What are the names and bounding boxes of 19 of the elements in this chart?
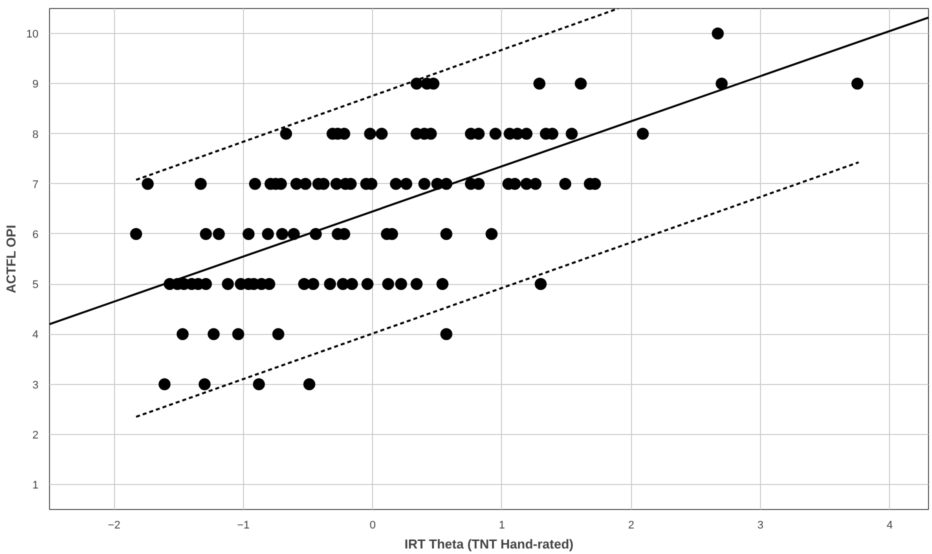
x-tick-label: −2 xyxy=(108,520,120,532)
y-tick-label: 3 xyxy=(32,379,39,392)
y-tick-label: 1 xyxy=(32,479,39,492)
x-tick-label: 3 xyxy=(757,520,764,532)
x-tick-label: 1 xyxy=(498,520,505,532)
y-tick-label: 5 xyxy=(32,279,39,292)
y-axis-title: ACTFL OPI xyxy=(3,224,18,294)
x-tick-label: 4 xyxy=(886,520,893,532)
x-axis-title: IRT Theta (TNT Hand-rated) xyxy=(404,536,574,552)
y-tick-label: 9 xyxy=(32,78,39,91)
y-tick-label: 2 xyxy=(32,429,39,442)
y-tick-label: 8 xyxy=(32,128,39,141)
y-tick-label: 6 xyxy=(32,228,39,241)
x-tick-label: 0 xyxy=(370,520,376,532)
y-tick-label: 4 xyxy=(32,329,39,342)
y-tick-label: 10 xyxy=(26,28,39,41)
x-tick-label: −1 xyxy=(237,520,250,532)
y-tick-label: 7 xyxy=(32,178,39,191)
x-tick-label: 2 xyxy=(628,520,634,532)
